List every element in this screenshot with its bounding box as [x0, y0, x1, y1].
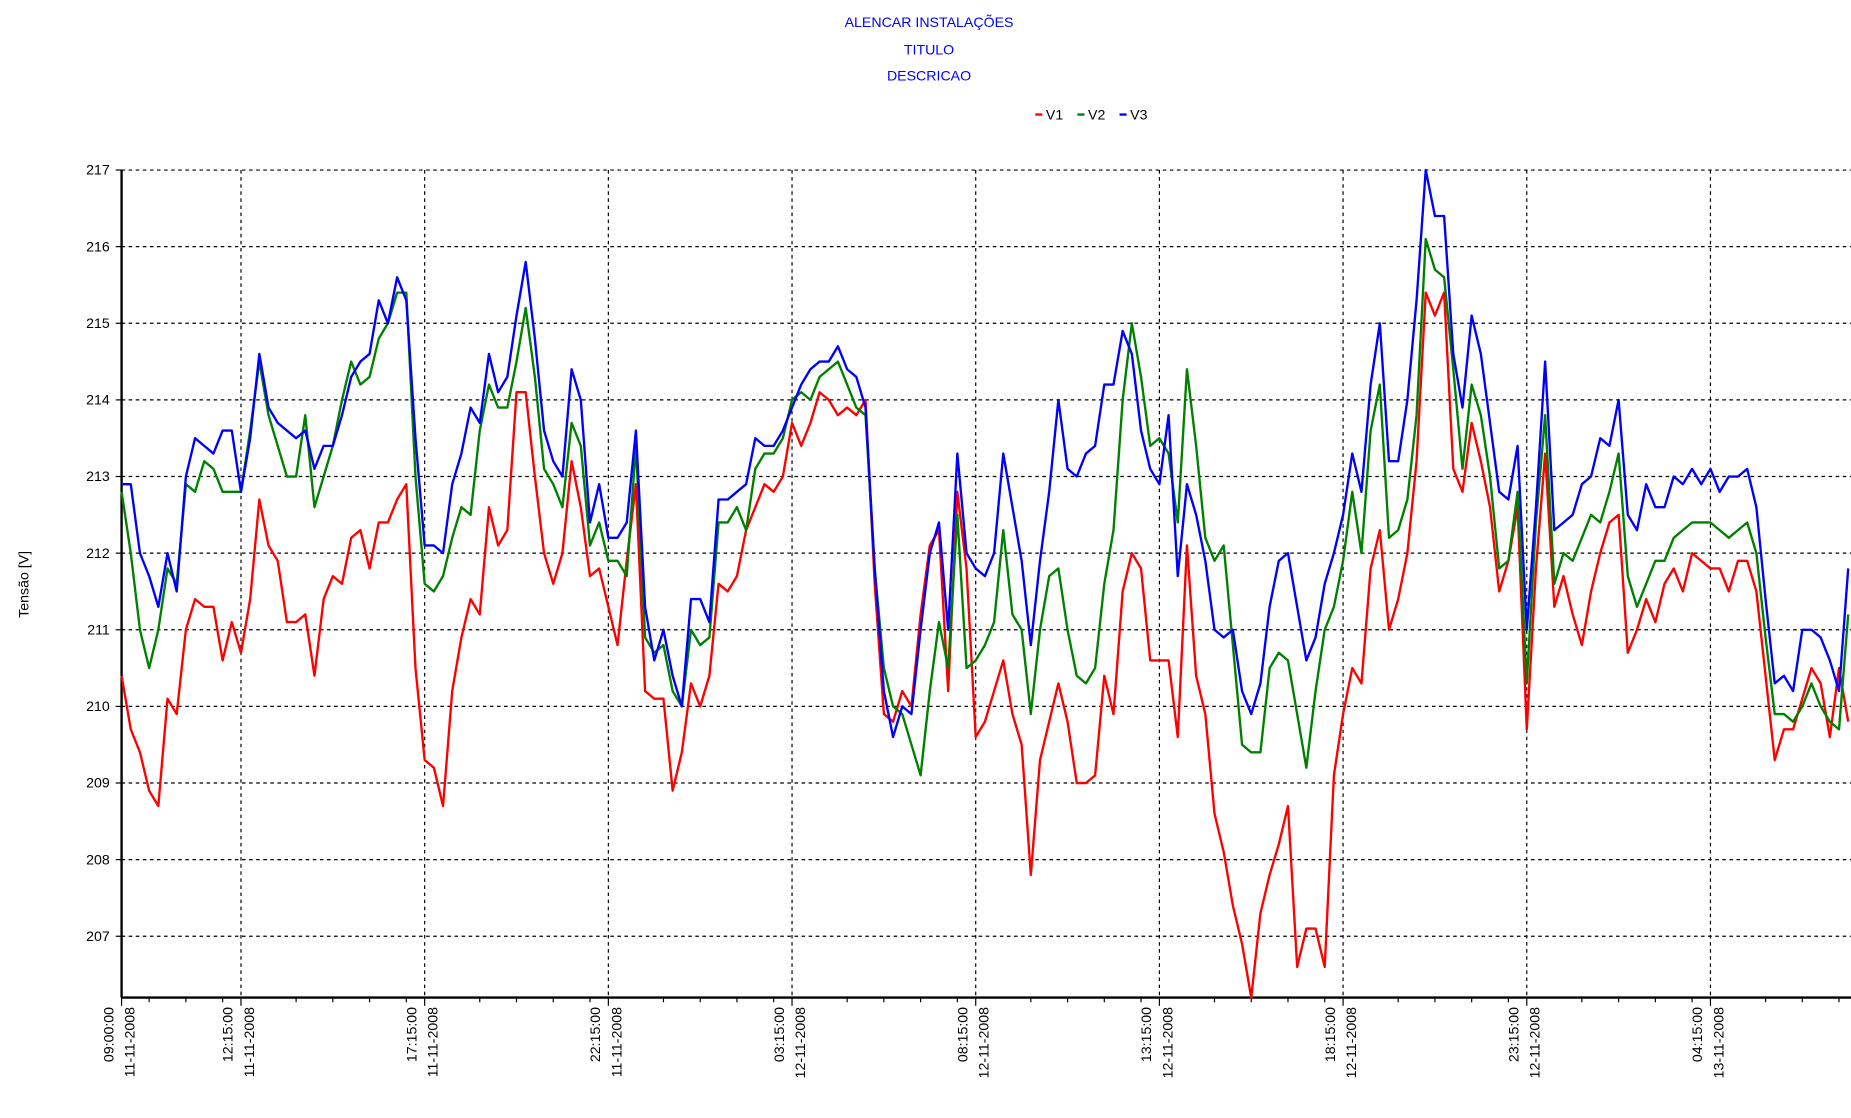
y-tick-label: 216	[86, 239, 110, 255]
y-tick-label: 208	[86, 852, 110, 868]
y-tick-label: 212	[86, 546, 110, 562]
chart-description: DESCRICAO	[887, 68, 971, 84]
x-tick-label: 08:15:00 12-11-2008	[955, 1007, 992, 1078]
x-tick-label: 13:15:00 12-11-2008	[1139, 1007, 1176, 1078]
y-tick-label: 211	[87, 622, 110, 638]
x-tick-label: 18:15:00 12-11-2008	[1323, 1007, 1360, 1078]
y-tick-label: 214	[86, 393, 110, 409]
chart-subtitle: TITULO	[904, 42, 954, 58]
y-tick-label: 207	[86, 929, 110, 945]
series-line	[120, 291, 1850, 999]
legend-label: V1	[1046, 107, 1063, 123]
x-tick-label: 23:15:00 12-11-2008	[1507, 1007, 1544, 1078]
y-axis-label: Tensão [V]	[16, 551, 32, 618]
legend-label: V3	[1130, 107, 1147, 123]
x-tick-label: 03:15:00 12-11-2008	[772, 1007, 809, 1078]
legend-label: V2	[1088, 107, 1105, 123]
x-tick-label: 04:15:00 13-11-2008	[1690, 1007, 1727, 1078]
x-tick-label: 17:15:00 11-11-2008	[404, 1007, 441, 1077]
x-tick-label: 09:00:00 11-11-2008	[101, 1007, 138, 1077]
x-tick-label: 12:15:00 11-11-2008	[221, 1007, 258, 1077]
y-tick-label: 217	[86, 163, 110, 179]
y-tick-label: 215	[86, 316, 110, 332]
y-tick-label: 209	[86, 776, 110, 792]
series-line	[121, 168, 1850, 739]
y-tick-label: 213	[86, 469, 110, 485]
y-tick-label: 210	[86, 699, 110, 715]
chart-title: ALENCAR INSTALAÇÕES	[845, 14, 1014, 31]
x-tick-label: 22:15:00 11-11-2008	[588, 1007, 625, 1077]
